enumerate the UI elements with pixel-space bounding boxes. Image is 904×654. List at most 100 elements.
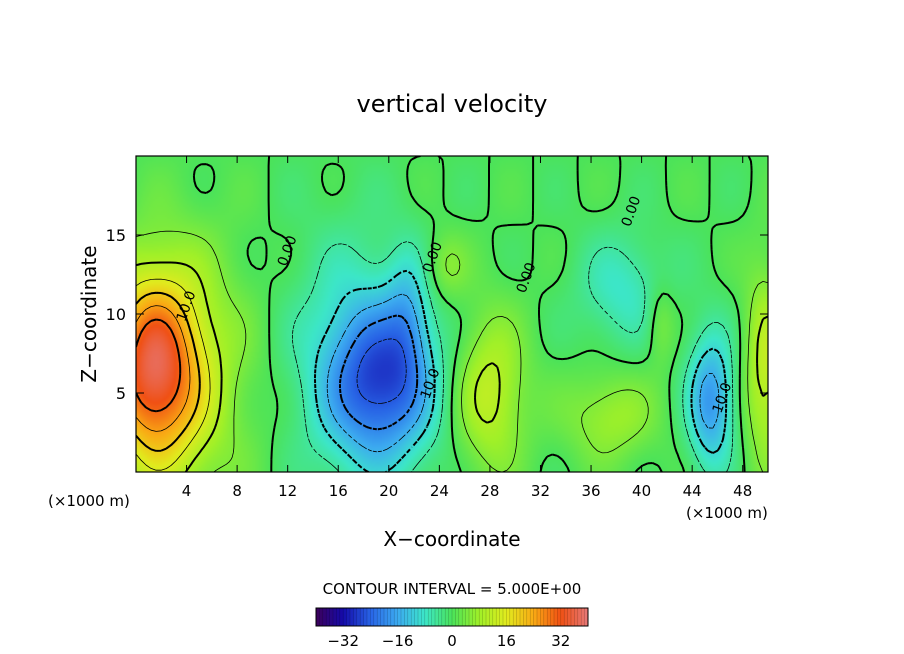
contour-level-neg20 — [339, 314, 419, 431]
x-axis-ticks: 4 8 12 16 20 24 28 32 36 40 44 48 — [182, 156, 752, 500]
y-tick-label-5: 5 — [116, 384, 126, 403]
colorbar-cell — [353, 608, 358, 626]
colorbar-cell — [584, 608, 589, 626]
colorbar-cell — [540, 608, 545, 626]
colorbar-cell — [363, 608, 368, 626]
contour-level-0 — [192, 156, 753, 472]
colorbar-cell — [424, 608, 429, 626]
colorbar-cell — [560, 608, 565, 626]
colorbar-cell — [441, 608, 446, 626]
colorbar-tick-label-4: 32 — [551, 632, 570, 650]
colorbar-cell — [418, 608, 422, 626]
colorbar-cell — [530, 608, 534, 626]
x-tick-label-28: 28 — [480, 482, 499, 500]
colorbar-cell — [326, 608, 330, 626]
x-axis-label: X−coordinate — [383, 527, 520, 551]
x-tick-label-20: 20 — [379, 482, 398, 500]
colorbar-cell — [482, 608, 487, 626]
colorbar-cell — [475, 608, 480, 626]
x-tick-label-16: 16 — [329, 482, 348, 500]
colorbar-ticks: −32 −16 0 16 32 — [327, 632, 570, 650]
colorbar-cell — [564, 608, 568, 626]
colorbar-cell — [557, 608, 562, 626]
contour-level-30 — [136, 318, 182, 413]
colorbar-cell — [537, 608, 541, 626]
x-tick-label-44: 44 — [683, 482, 702, 500]
colorbar: −32 −16 0 16 32 — [315, 607, 589, 650]
colorbar-cell — [550, 608, 555, 626]
colorbar-cell — [370, 608, 375, 626]
contour-level-20 — [136, 291, 201, 452]
y-tick-label-15: 15 — [106, 226, 126, 245]
colorbar-cell — [346, 608, 351, 626]
contour-interval-text: CONTOUR INTERVAL = 5.000E+00 — [323, 580, 582, 598]
colorbar-cell — [333, 608, 337, 626]
colorbar-cell — [394, 608, 398, 626]
colorbar-cell — [520, 608, 524, 626]
colorbar-cell — [571, 608, 575, 626]
x-tick-label-32: 32 — [531, 482, 550, 500]
y-tick-label-10: 10 — [106, 305, 126, 324]
colorbar-cell — [506, 608, 511, 626]
x-tick-label-4: 4 — [182, 482, 192, 500]
colorbar-cell — [360, 608, 364, 626]
colorbar-cell — [377, 608, 381, 626]
colorbar-cells — [315, 608, 589, 626]
colorbar-cell — [465, 608, 470, 626]
contour-level-neg25 — [356, 338, 407, 404]
colorbar-cell — [329, 608, 334, 626]
colorbar-cell — [336, 608, 341, 626]
contour-level-5 — [136, 230, 768, 472]
colorbar-cell — [492, 608, 497, 626]
colorbar-cell — [503, 608, 507, 626]
x-tick-label-24: 24 — [430, 482, 449, 500]
colorbar-cell — [431, 608, 436, 626]
colorbar-cell — [574, 608, 579, 626]
colorbar-cell — [523, 608, 528, 626]
colorbar-cell — [577, 608, 582, 626]
colorbar-cell — [455, 608, 460, 626]
colorbar-cell — [496, 608, 500, 626]
colorbar-cell — [479, 608, 483, 626]
colorbar-tick-label-2: 0 — [447, 632, 457, 650]
x-unit-left: (×1000 m) — [48, 492, 130, 510]
colorbar-cell — [411, 608, 415, 626]
colorbar-cell — [458, 608, 463, 626]
colorbar-cell — [581, 608, 585, 626]
colorbar-cell — [428, 608, 432, 626]
colorbar-cell — [401, 608, 405, 626]
colorbar-cell — [462, 608, 466, 626]
colorbar-cell — [448, 608, 453, 626]
colorbar-cell — [445, 608, 449, 626]
colorbar-cell — [469, 608, 473, 626]
x-unit-right: (×1000 m) — [686, 504, 768, 522]
x-tick-label-48: 48 — [733, 482, 752, 500]
colorbar-cell — [350, 608, 354, 626]
colorbar-cell — [316, 608, 320, 626]
colorbar-cell — [414, 608, 419, 626]
colorbar-cell — [526, 608, 531, 626]
colorbar-cell — [404, 608, 409, 626]
colorbar-cell — [356, 608, 361, 626]
colorbar-cell — [489, 608, 494, 626]
colorbar-cell — [452, 608, 456, 626]
colorbar-cell — [486, 608, 490, 626]
colorbar-cell — [435, 608, 439, 626]
x-tick-label-40: 40 — [632, 482, 651, 500]
colorbar-cell — [319, 608, 324, 626]
contour-lines — [136, 156, 768, 472]
y-axis-ticks: 5 10 15 — [106, 226, 768, 403]
colorbar-cell — [343, 608, 347, 626]
colorbar-cell — [367, 608, 371, 626]
colorbar-cell — [513, 608, 517, 626]
colorbar-frame — [315, 607, 589, 627]
x-tick-label-12: 12 — [278, 482, 297, 500]
colorbar-cell — [472, 608, 477, 626]
colorbar-cell — [509, 608, 514, 626]
colorbar-cell — [499, 608, 504, 626]
colorbar-cell — [516, 608, 521, 626]
colorbar-cell — [384, 608, 388, 626]
y-axis-label: Z−coordinate — [77, 245, 101, 382]
colorbar-tick-label-1: −16 — [382, 632, 414, 650]
